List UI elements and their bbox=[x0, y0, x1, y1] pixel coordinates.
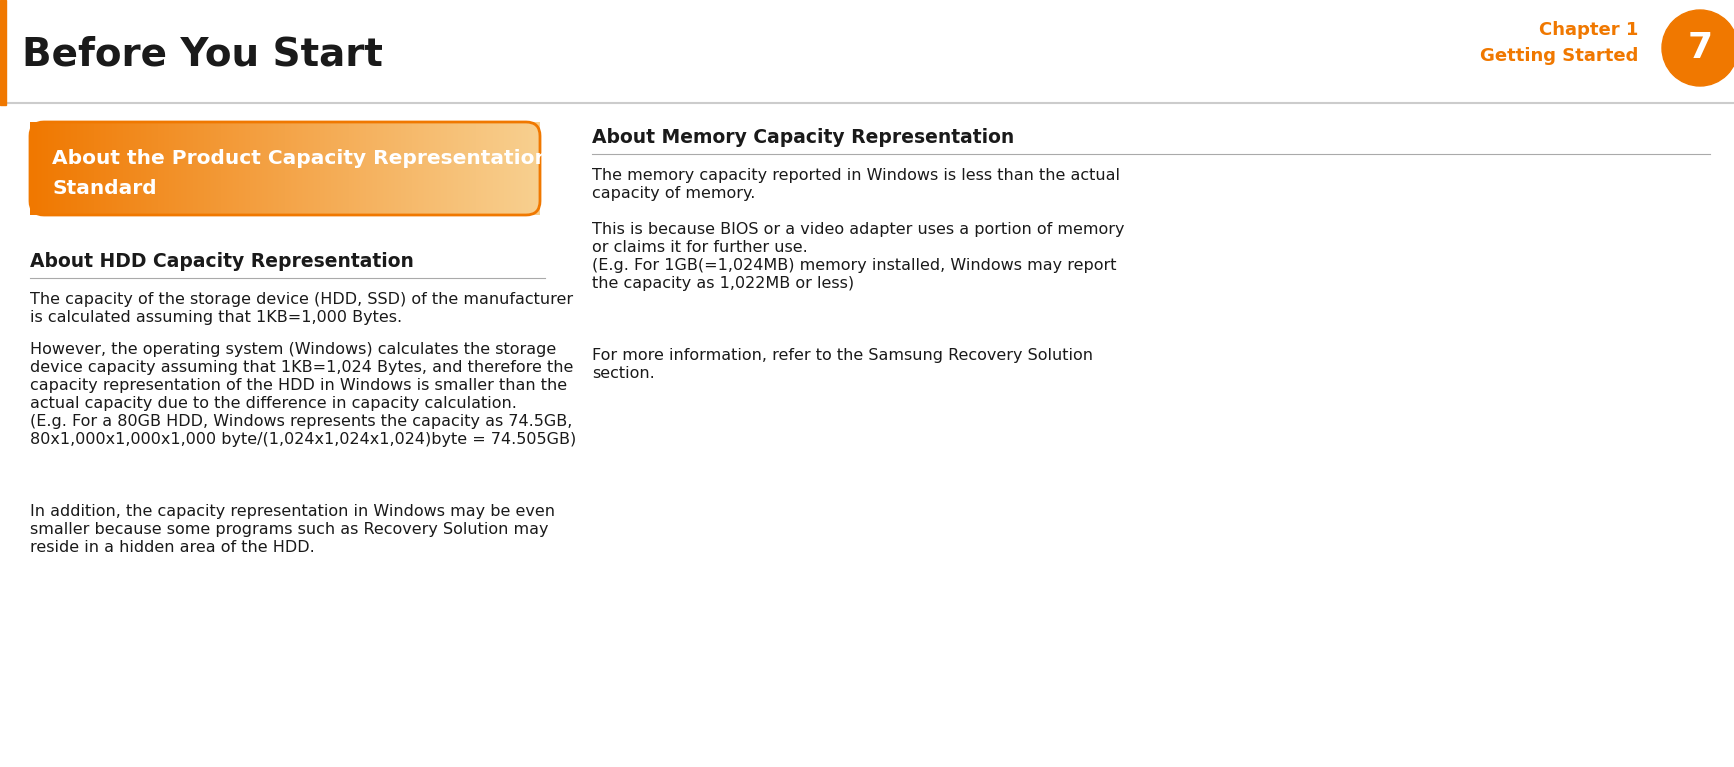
Text: Chapter 1: Chapter 1 bbox=[1538, 21, 1639, 39]
Text: However, the operating system (Windows) calculates the storage: However, the operating system (Windows) … bbox=[29, 342, 557, 357]
Text: section.: section. bbox=[591, 366, 655, 381]
Text: In addition, the capacity representation in Windows may be even: In addition, the capacity representation… bbox=[29, 504, 555, 519]
Text: This is because BIOS or a video adapter uses a portion of memory: This is because BIOS or a video adapter … bbox=[591, 222, 1125, 237]
Text: Before You Start: Before You Start bbox=[23, 36, 383, 74]
Text: The memory capacity reported in Windows is less than the actual: The memory capacity reported in Windows … bbox=[591, 168, 1120, 183]
Bar bbox=[28, 120, 543, 217]
Text: 80x1,000x1,000x1,000 byte/(1,024x1,024x1,024)byte = 74.505GB): 80x1,000x1,000x1,000 byte/(1,024x1,024x1… bbox=[29, 432, 576, 447]
Text: the capacity as 1,022MB or less): the capacity as 1,022MB or less) bbox=[591, 276, 855, 291]
Circle shape bbox=[1661, 10, 1734, 86]
Text: actual capacity due to the difference in capacity calculation.: actual capacity due to the difference in… bbox=[29, 396, 517, 411]
Text: About HDD Capacity Representation: About HDD Capacity Representation bbox=[29, 252, 414, 271]
Text: Getting Started: Getting Started bbox=[1479, 47, 1639, 65]
Text: (E.g. For 1GB(=1,024MB) memory installed, Windows may report: (E.g. For 1GB(=1,024MB) memory installed… bbox=[591, 258, 1117, 273]
Text: 7: 7 bbox=[1687, 31, 1713, 65]
Text: capacity of memory.: capacity of memory. bbox=[591, 186, 756, 201]
Text: is calculated assuming that 1KB=1,000 Bytes.: is calculated assuming that 1KB=1,000 By… bbox=[29, 310, 402, 325]
Bar bbox=[0, 0, 5, 105]
Text: Standard: Standard bbox=[52, 179, 156, 197]
Text: smaller because some programs such as Recovery Solution may: smaller because some programs such as Re… bbox=[29, 522, 548, 537]
Text: The capacity of the storage device (HDD, SSD) of the manufacturer: The capacity of the storage device (HDD,… bbox=[29, 292, 574, 307]
Text: device capacity assuming that 1KB=1,024 Bytes, and therefore the: device capacity assuming that 1KB=1,024 … bbox=[29, 360, 574, 375]
Text: capacity representation of the HDD in Windows is smaller than the: capacity representation of the HDD in Wi… bbox=[29, 378, 567, 393]
Text: About Memory Capacity Representation: About Memory Capacity Representation bbox=[591, 128, 1014, 147]
Text: About the Product Capacity Representation: About the Product Capacity Representatio… bbox=[52, 149, 550, 167]
Text: reside in a hidden area of the HDD.: reside in a hidden area of the HDD. bbox=[29, 540, 316, 555]
Text: For more information, refer to the Samsung Recovery Solution: For more information, refer to the Samsu… bbox=[591, 348, 1092, 363]
Text: or claims it for further use.: or claims it for further use. bbox=[591, 240, 808, 255]
Text: (E.g. For a 80GB HDD, Windows represents the capacity as 74.5GB,: (E.g. For a 80GB HDD, Windows represents… bbox=[29, 414, 572, 429]
